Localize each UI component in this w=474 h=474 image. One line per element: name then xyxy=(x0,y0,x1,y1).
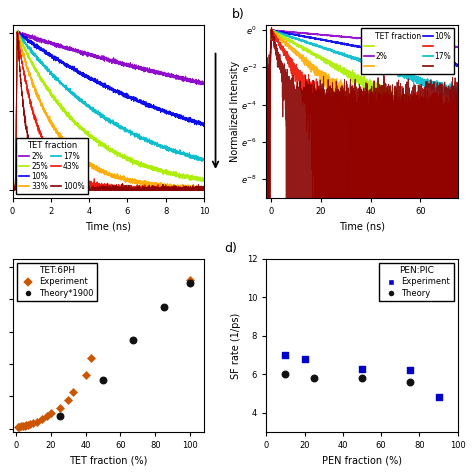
Point xyxy=(129,336,137,344)
Legend: TET fraction, , 2%, , 10%, , 17%, : TET fraction, , 2%, , 10%, , 17%, xyxy=(361,28,454,74)
X-axis label: Time (ns): Time (ns) xyxy=(85,221,131,231)
X-axis label: TET fraction (%): TET fraction (%) xyxy=(69,456,147,465)
Point xyxy=(301,355,309,363)
Point xyxy=(19,422,27,430)
Point xyxy=(21,422,28,429)
Point xyxy=(24,421,32,428)
Point xyxy=(70,388,77,395)
Point xyxy=(56,404,64,411)
Point xyxy=(16,423,23,431)
Point xyxy=(44,412,51,419)
Text: b): b) xyxy=(232,8,245,21)
Point xyxy=(186,279,194,287)
Point xyxy=(358,374,366,382)
Y-axis label: Normalized Intensity: Normalized Intensity xyxy=(230,61,240,162)
Point xyxy=(18,423,25,430)
Point xyxy=(406,378,414,386)
Point xyxy=(160,304,168,311)
Point xyxy=(33,418,41,425)
Point xyxy=(29,419,37,427)
Point xyxy=(358,365,366,373)
Point xyxy=(26,420,34,428)
Legend: 2%, 25%, 10%, 33%, 17%, 43%, , 100%: 2%, 25%, 10%, 33%, 17%, 43%, , 100% xyxy=(16,138,88,194)
Point xyxy=(310,374,318,382)
Y-axis label: SF rate (1/ps): SF rate (1/ps) xyxy=(231,312,241,379)
Point xyxy=(82,372,90,379)
Text: d): d) xyxy=(224,242,237,255)
Point xyxy=(38,415,46,423)
Point xyxy=(14,423,21,431)
X-axis label: PEN fraction (%): PEN fraction (%) xyxy=(322,456,402,465)
Point xyxy=(64,396,72,403)
Point xyxy=(99,376,107,384)
Legend: Experiment, Theory*1900: Experiment, Theory*1900 xyxy=(17,263,97,301)
Point xyxy=(23,421,30,429)
Point xyxy=(282,351,289,359)
X-axis label: Time (ns): Time (ns) xyxy=(339,221,385,231)
Point xyxy=(87,354,95,361)
Point xyxy=(47,410,55,417)
Point xyxy=(435,393,442,401)
Point xyxy=(282,371,289,378)
Point xyxy=(186,276,194,284)
Legend: Experiment, Theory: Experiment, Theory xyxy=(379,263,454,301)
Point xyxy=(406,367,414,374)
Point xyxy=(56,412,64,419)
